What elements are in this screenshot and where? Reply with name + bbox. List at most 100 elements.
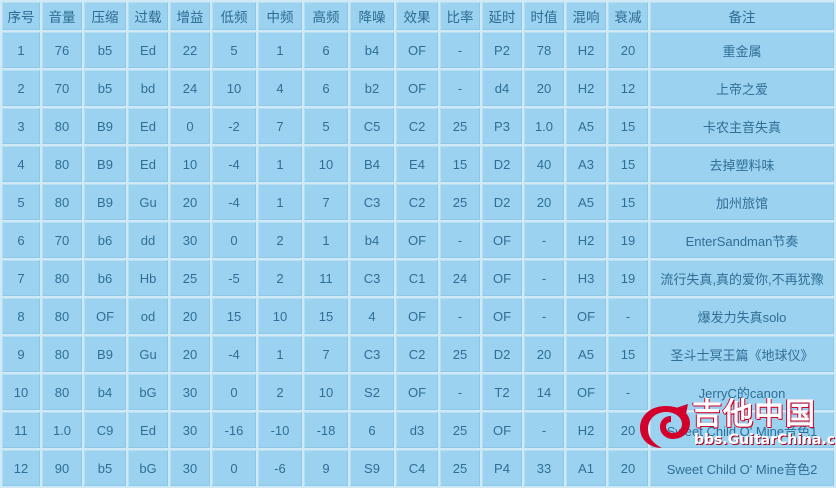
- cell-comp: b6: [84, 222, 126, 258]
- cell-reverb: H3: [566, 260, 606, 296]
- column-header-low: 低频: [212, 2, 256, 30]
- table-row: 3 80 B9 Ed 0 -2 7 5 C5 C2 25 P3 1.0 A5 15 卡农主音失真: [2, 108, 834, 144]
- column-header-noise: 降噪: [350, 2, 394, 30]
- cell-index: 4: [2, 146, 40, 182]
- cell-volume: 1.0: [42, 412, 82, 448]
- table-row: 9 80 B9 Gu 20 -4 1 7 C3 C2 25 D2 20 A5 15 圣斗士冥王篇《地球仪》: [2, 336, 834, 372]
- cell-delay: D2: [482, 184, 522, 220]
- column-header-fx: 效果: [396, 2, 438, 30]
- cell-index: 10: [2, 374, 40, 410]
- cell-over: Ed: [128, 108, 168, 144]
- cell-noise: B4: [350, 146, 394, 182]
- cell-low: -4: [212, 184, 256, 220]
- cell-index: 12: [2, 450, 40, 486]
- cell-volume: 80: [42, 260, 82, 296]
- cell-noise: b4: [350, 32, 394, 68]
- cell-noise: 4: [350, 298, 394, 334]
- column-header-reverb: 混响: [566, 2, 606, 30]
- cell-time: 20: [524, 184, 564, 220]
- cell-delay: OF: [482, 260, 522, 296]
- table-row: 1 76 b5 Ed 22 5 1 6 b4 OF - P2 78 H2 20 重金属: [2, 32, 834, 68]
- cell-reverb: H2: [566, 70, 606, 106]
- cell-remark: 圣斗士冥王篇《地球仪》: [650, 336, 834, 372]
- cell-low: 5: [212, 32, 256, 68]
- cell-over: Ed: [128, 32, 168, 68]
- cell-volume: 76: [42, 32, 82, 68]
- cell-fx: C2: [396, 184, 438, 220]
- cell-remark: 去掉塑料味: [650, 146, 834, 182]
- cell-ratio: -: [440, 222, 480, 258]
- column-header-delay: 延时: [482, 2, 522, 30]
- cell-remark: 重金属: [650, 32, 834, 68]
- cell-remark: 爆发力失真solo: [650, 298, 834, 334]
- cell-comp: b4: [84, 374, 126, 410]
- cell-high: 6: [304, 70, 348, 106]
- table-row: 11 1.0 C9 Ed 30 -16 -10 -18 6 d3 25 OF - H2 20 Sweet Ch…: [2, 412, 834, 448]
- cell-mid: 2: [258, 260, 302, 296]
- cell-high: 6: [304, 32, 348, 68]
- cell-high: 5: [304, 108, 348, 144]
- cell-noise: S2: [350, 374, 394, 410]
- table-row: 5 80 B9 Gu 20 -4 1 7 C3 C2 25 D2 20 A5 15 加州旅馆: [2, 184, 834, 220]
- cell-noise: b2: [350, 70, 394, 106]
- cell-time: -: [524, 298, 564, 334]
- cell-high: 1: [304, 222, 348, 258]
- table-body: 1 76 b5 Ed 22 5 1 6 b4 OF - P2 78 H2 20 重金属 2 70 b5 bd 24 10 4…: [2, 32, 834, 486]
- cell-comp: B9: [84, 108, 126, 144]
- cell-low: -4: [212, 336, 256, 372]
- cell-comp: C9: [84, 412, 126, 448]
- cell-gain: 30: [170, 222, 210, 258]
- column-header-volume: 音量: [42, 2, 82, 30]
- cell-over: Gu: [128, 336, 168, 372]
- cell-mid: 10: [258, 298, 302, 334]
- cell-ratio: -: [440, 298, 480, 334]
- column-header-comp: 压缩: [84, 2, 126, 30]
- cell-remark: EnterSandman节奏: [650, 222, 834, 258]
- cell-low: -5: [212, 260, 256, 296]
- column-header-decay: 衰减: [608, 2, 648, 30]
- cell-reverb: A5: [566, 184, 606, 220]
- cell-delay: T2: [482, 374, 522, 410]
- cell-index: 6: [2, 222, 40, 258]
- cell-high: 7: [304, 184, 348, 220]
- cell-over: Gu: [128, 184, 168, 220]
- cell-over: dd: [128, 222, 168, 258]
- cell-high: 11: [304, 260, 348, 296]
- cell-fx: C2: [396, 108, 438, 144]
- cell-ratio: 25: [440, 184, 480, 220]
- table-row: 2 70 b5 bd 24 10 4 6 b2 OF - d4 20 H2 12 上帝之爱: [2, 70, 834, 106]
- cell-fx: C4: [396, 450, 438, 486]
- cell-gain: 20: [170, 184, 210, 220]
- cell-noise: b4: [350, 222, 394, 258]
- column-header-high: 高频: [304, 2, 348, 30]
- cell-noise: C3: [350, 184, 394, 220]
- cell-gain: 22: [170, 32, 210, 68]
- cell-gain: 30: [170, 374, 210, 410]
- cell-decay: 15: [608, 336, 648, 372]
- cell-comp: b5: [84, 32, 126, 68]
- cell-gain: 20: [170, 298, 210, 334]
- cell-remark: 流行失真,真的爱你,不再犹豫: [650, 260, 834, 296]
- cell-index: 8: [2, 298, 40, 334]
- cell-index: 3: [2, 108, 40, 144]
- cell-reverb: A3: [566, 146, 606, 182]
- cell-index: 2: [2, 70, 40, 106]
- cell-decay: 20: [608, 450, 648, 486]
- header-row: 序号 音量 压缩 过载 增益 低频 中频 高频 降噪 效果 比率 延时 时值 混…: [2, 2, 834, 30]
- cell-reverb: H2: [566, 32, 606, 68]
- cell-time: 20: [524, 70, 564, 106]
- table-row: 8 80 OF od 20 15 10 15 4 OF - OF - OF - 爆发力失真solo: [2, 298, 834, 334]
- cell-ratio: -: [440, 374, 480, 410]
- cell-noise: C3: [350, 336, 394, 372]
- cell-noise: S9: [350, 450, 394, 486]
- cell-ratio: 24: [440, 260, 480, 296]
- cell-fx: E4: [396, 146, 438, 182]
- cell-high: 10: [304, 374, 348, 410]
- cell-gain: 24: [170, 70, 210, 106]
- cell-over: Ed: [128, 146, 168, 182]
- cell-delay: D2: [482, 336, 522, 372]
- cell-remark: Sweet Child O' Mine音色1: [650, 412, 834, 448]
- cell-ratio: 25: [440, 412, 480, 448]
- cell-mid: 1: [258, 32, 302, 68]
